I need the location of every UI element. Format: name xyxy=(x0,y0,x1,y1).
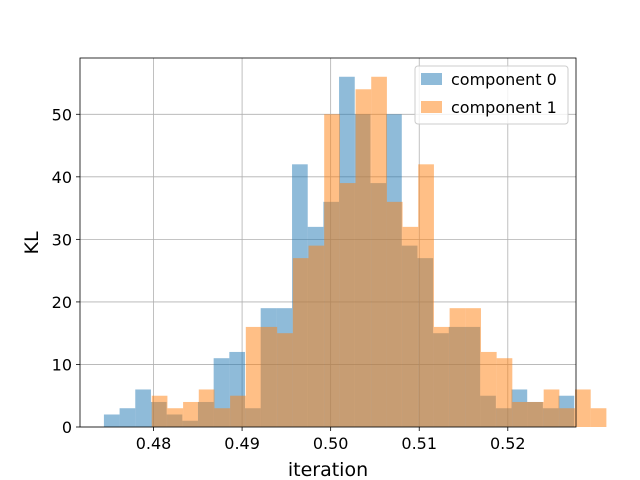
x-tick-label: 0.48 xyxy=(136,434,172,453)
plot-frame xyxy=(79,57,577,428)
histogram-bar xyxy=(135,389,151,427)
y-tick-label: 20 xyxy=(52,293,72,312)
histogram-bar xyxy=(496,358,513,427)
histogram-bar xyxy=(245,326,262,427)
legend-swatch xyxy=(421,101,442,113)
histogram-bar xyxy=(355,89,372,428)
y-tick-label: 50 xyxy=(52,105,72,124)
histogram-bar xyxy=(527,401,544,427)
histogram-bar xyxy=(543,389,560,427)
legend-label: component 0 xyxy=(451,70,557,89)
histogram-bar xyxy=(151,395,168,427)
y-tick-label: 30 xyxy=(52,230,72,249)
histogram-bar xyxy=(418,164,434,428)
histogram-bar xyxy=(324,114,340,427)
x-tick-label: 0.49 xyxy=(224,434,260,453)
histogram-bar xyxy=(465,308,481,427)
series-1-bars xyxy=(151,76,607,428)
legend: component 0 component 1 xyxy=(414,65,569,125)
histogram-bar xyxy=(119,408,136,427)
histogram-bar xyxy=(167,408,184,427)
histogram-bar xyxy=(230,395,246,427)
histogram-bar xyxy=(386,201,403,427)
legend-box xyxy=(414,65,569,125)
y-tick-label: 10 xyxy=(52,355,72,374)
histogram-bar xyxy=(512,401,528,427)
histogram-bar xyxy=(292,258,309,427)
histogram-bar xyxy=(590,408,607,427)
x-axis-ticks: 0.48 0.49 0.50 0.51 0.52 xyxy=(136,427,526,453)
legend-label: component 1 xyxy=(451,98,557,117)
y-axis-label: KL xyxy=(21,231,43,254)
legend-swatch xyxy=(421,73,442,85)
histogram-bar xyxy=(277,333,293,427)
histogram-bar xyxy=(480,351,497,427)
histogram-bar xyxy=(261,326,278,427)
x-tick-label: 0.51 xyxy=(401,434,437,453)
histogram-bar xyxy=(449,308,466,427)
histogram-bar xyxy=(308,245,325,427)
histogram-bar xyxy=(402,226,419,427)
x-tick-label: 0.50 xyxy=(313,434,349,453)
histogram-bar xyxy=(371,76,387,428)
x-tick-label: 0.52 xyxy=(490,434,526,453)
histogram-bar xyxy=(103,414,120,427)
histogram-bar xyxy=(433,326,450,427)
x-axis-label: iteration xyxy=(288,459,368,480)
y-axis-ticks: 0 10 20 30 40 50 xyxy=(52,105,80,437)
histogram-bar xyxy=(198,389,215,427)
histogram-bar xyxy=(183,401,199,427)
histogram-bar xyxy=(559,408,576,427)
bars xyxy=(103,76,607,428)
y-tick-label: 0 xyxy=(62,418,72,437)
y-tick-label: 40 xyxy=(52,168,72,187)
histogram-bar xyxy=(339,183,356,427)
histogram-bar xyxy=(575,389,591,427)
histogram-bar xyxy=(214,408,231,427)
